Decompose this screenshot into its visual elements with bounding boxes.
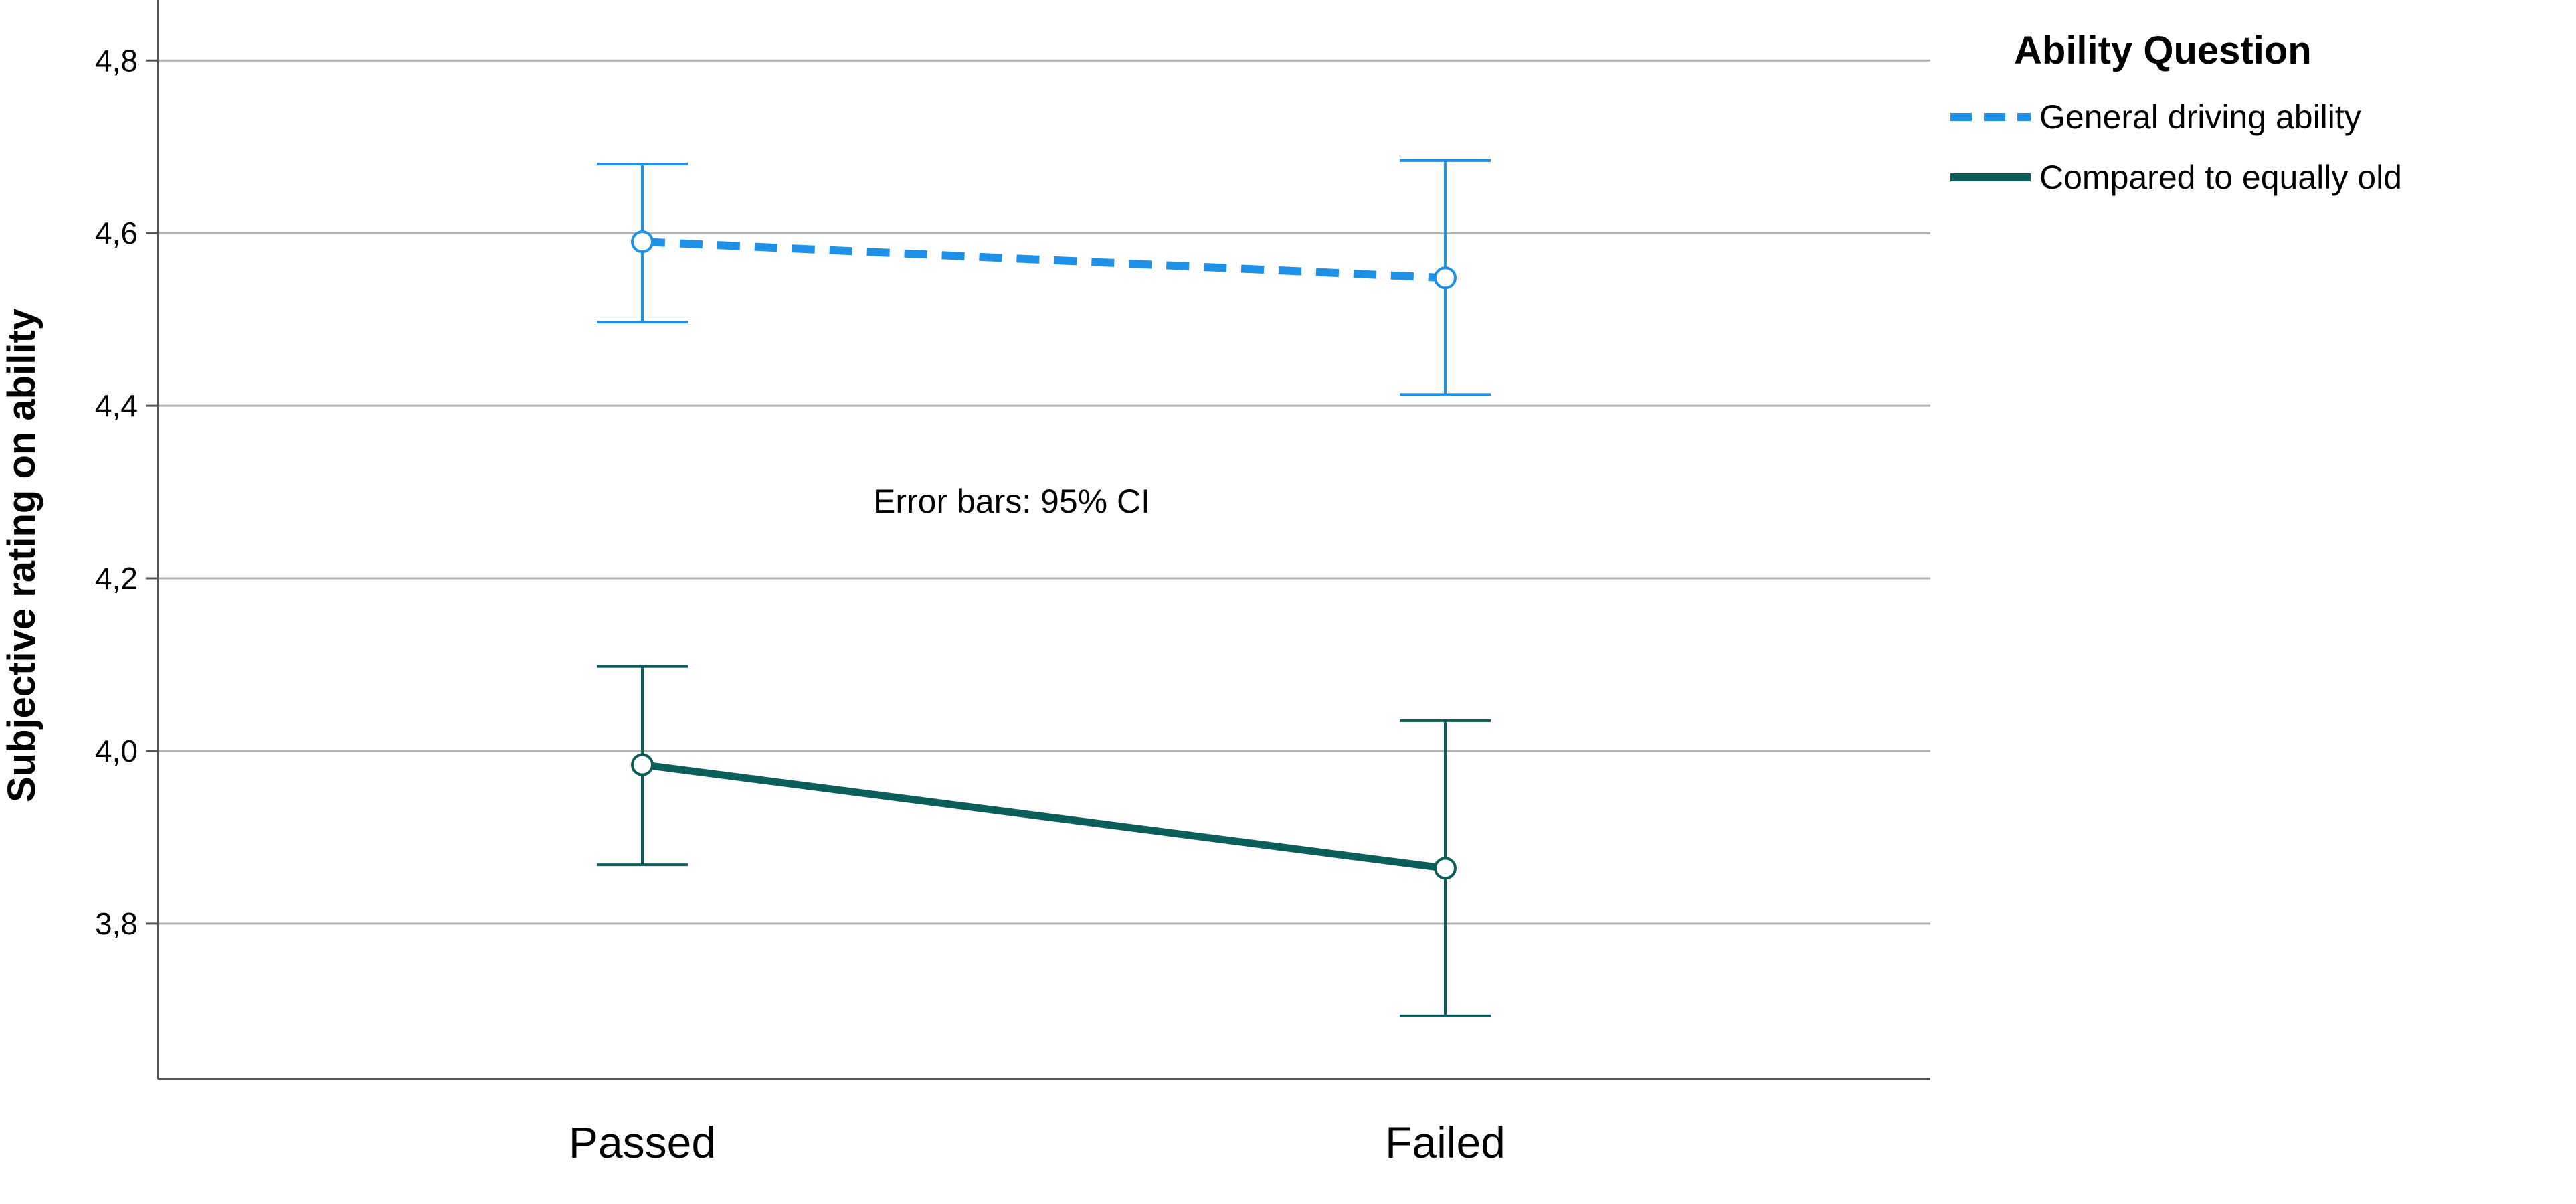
legend-items: General driving ability Compared to equal… [1950, 98, 2402, 196]
data-point [631, 230, 654, 254]
y-tick-label: 4,6 [95, 216, 138, 250]
y-axis-title: Subjective rating on ability [0, 309, 43, 802]
data-point [1434, 266, 1457, 290]
series-general-driving-ability [597, 159, 1491, 396]
y-tick-label: 4,8 [95, 43, 138, 78]
series-line [642, 761, 1446, 872]
series-compared-to-equally-old [597, 665, 1491, 1017]
y-tick-label: 4,0 [95, 734, 138, 768]
legend-item: Compared to equally old [1950, 159, 2402, 196]
y-tick-label: 4,4 [95, 388, 138, 423]
x-category-label: Passed [569, 1118, 716, 1167]
x-category-label: Failed [1385, 1118, 1505, 1167]
series-layer [597, 159, 1491, 1017]
x-tick-labels: Passed Failed [569, 1118, 1505, 1167]
data-point [631, 753, 654, 776]
y-tick-label: 3,8 [95, 906, 138, 941]
legend-label: General driving ability [2039, 98, 2361, 136]
grid-layer [146, 59, 1930, 925]
error-bar-annotation: Error bars: 95% CI [873, 483, 1150, 520]
series-line [642, 238, 1446, 282]
legend-item: General driving ability [1950, 98, 2361, 136]
data-point [1434, 857, 1457, 880]
y-tick-label: 4,2 [95, 561, 138, 596]
legend-label: Compared to equally old [2039, 159, 2402, 196]
y-tick-labels: 3,8 4,0 4,2 4,4 4,6 4,8 [95, 43, 138, 941]
legend: Ability Question General driving ability… [1950, 29, 2402, 196]
legend-title: Ability Question [2014, 29, 2312, 72]
axes-layer [157, 0, 1930, 1080]
